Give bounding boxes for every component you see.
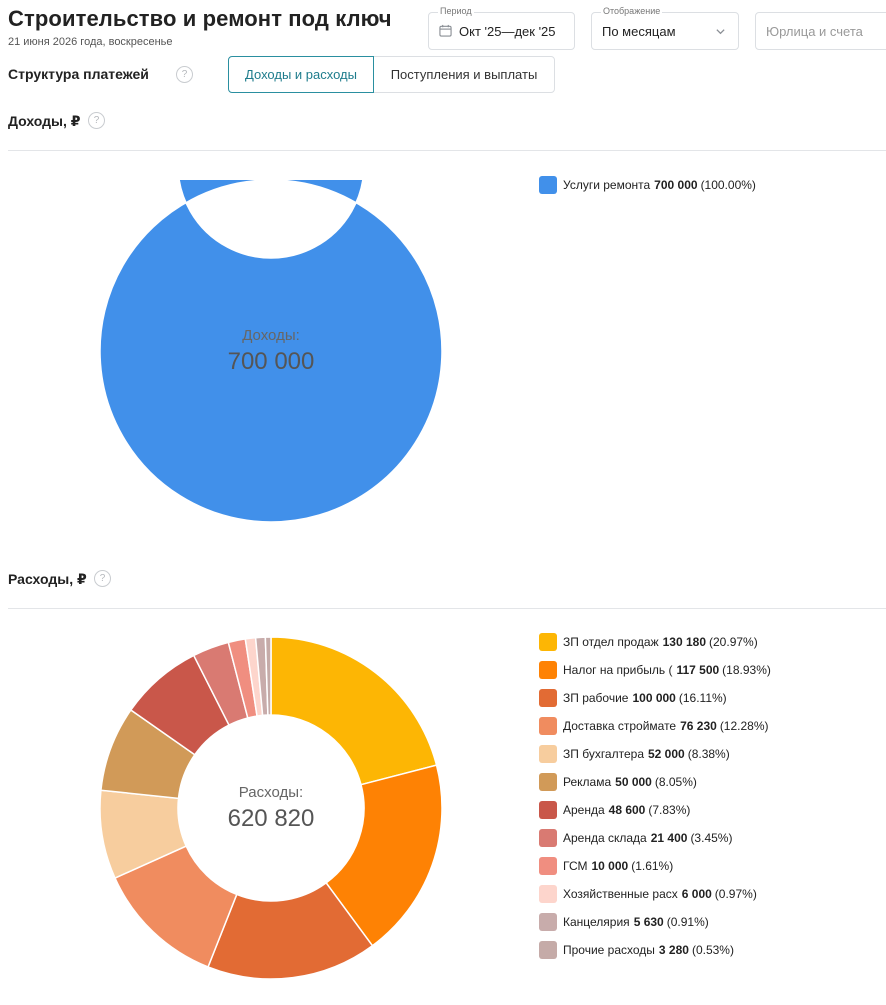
expense-legend-swatch [539,773,557,791]
income-center-value: 700 000 [227,348,315,375]
display-select[interactable]: Отображение По месяцам [591,6,739,50]
expense-legend-swatch [539,829,557,847]
expense-legend-swatch [539,633,557,651]
expense-legend-percent: (8.38%) [687,747,730,761]
expense-legend-value: 48 600 [608,803,646,817]
expense-legend-percent: (18.93%) [722,663,771,677]
expense-donut-chart [100,637,442,979]
income-center-label: Доходы: [242,327,300,344]
expense-legend-label: Налог на прибыль ( [563,663,673,677]
income-help-icon[interactable]: ? [88,112,105,129]
income-legend-value: 700 000 [654,178,698,192]
expense-legend-label: ГСМ [563,859,588,873]
expense-center-value: 620 820 [227,805,315,832]
expense-legend-value: 10 000 [591,859,629,873]
expense-legend-swatch [539,689,557,707]
expense-legend-swatch [539,801,557,819]
expense-legend-label: Канцелярия [563,915,630,929]
expense-legend-label: Аренда склада [563,831,647,845]
entity-placeholder: Юрлица и счета [766,24,863,39]
expense-legend-label: ЗП отдел продаж [563,635,659,649]
period-value: Окт '25—дек '25 [459,24,556,39]
chevron-down-icon [716,29,725,35]
expense-legend-label: Реклама [563,775,612,789]
structure-title: Структура платежей [8,66,149,82]
expense-slice-11[interactable] [264,637,272,716]
expense-legend-label: Аренда [563,803,605,817]
expense-slice-0[interactable] [270,637,438,786]
expense-legend-value: 5 630 [633,915,664,929]
income-center: Доходы: 700 000 [171,327,371,376]
expense-legend-swatch [539,941,557,959]
income-legend-swatch [539,176,557,194]
expense-legend-percent: (0.97%) [714,887,757,901]
expense-legend-label: Прочие расходы [563,943,655,957]
expenses-divider [8,608,886,609]
page-date: 21 июня 2026 года, воскресенье [8,36,173,48]
expense-legend-value: 100 000 [632,691,676,705]
income-divider [8,150,886,151]
expense-legend-label: Доставка строймате [563,719,677,733]
calendar-icon [439,24,452,37]
tab-income-expenses[interactable]: Доходы и расходы [228,56,374,93]
expense-legend-value: 50 000 [615,775,652,789]
expense-legend-percent: (0.91%) [666,915,709,929]
expense-center: Расходы: 620 820 [171,784,371,833]
expense-legend-value: 76 230 [680,719,717,733]
income-legend-percent: (100.00%) [700,178,756,192]
income-slice-0[interactable] [100,180,442,522]
expense-legend-swatch [539,717,557,735]
expense-legend-label: ЗП бухгалтера [563,747,644,761]
expense-slice-1[interactable] [325,764,442,947]
expense-legend-swatch [539,745,557,763]
period-picker[interactable]: Период Окт '25—дек '25 [428,6,575,50]
expense-legend-label: Хозяйственные расх [563,887,678,901]
expense-legend-swatch [539,661,557,679]
expense-legend-percent: (20.97%) [709,635,758,649]
expense-legend-percent: (12.28%) [719,719,769,733]
expense-legend-value: 52 000 [648,747,685,761]
expense-legend-label: ЗП рабочие [563,691,629,705]
expense-legend-swatch [539,913,557,931]
expense-legend-value: 130 180 [662,635,707,649]
page-title: Строительство и ремонт под ключ [8,6,392,31]
display-label: Отображение [601,6,663,16]
structure-help-icon[interactable]: ? [176,66,193,83]
expense-legend-percent: (0.53%) [691,943,734,957]
expense-legend-value: 3 280 [658,943,689,957]
expense-legend-value: 21 400 [650,831,688,845]
expense-legend-value: 117 500 [676,663,720,677]
display-value: По месяцам [602,24,676,39]
period-label: Период [438,6,474,16]
expense-legend-swatch [539,857,557,875]
entity-select[interactable]: Юрлица и счета [755,12,886,50]
expense-legend-percent: (8.05%) [654,775,697,789]
expense-legend-value: 6 000 [681,887,712,901]
expenses-title: Расходы, ₽ [8,571,87,587]
income-title: Доходы, ₽ [8,113,81,129]
expense-legend-percent: (7.83%) [648,803,691,817]
expense-legend-percent: (1.61%) [631,859,674,873]
expense-legend-percent: (3.45%) [690,831,733,845]
tab-receipts-payments[interactable]: Поступления и выплаты [373,56,555,93]
income-legend-label: Услуги ремонта [563,178,651,192]
expenses-help-icon[interactable]: ? [94,570,111,587]
expense-legend-percent: (16.11%) [678,691,727,705]
expense-center-label: Расходы: [238,784,304,801]
income-donut-chart [100,180,442,522]
expense-legend-swatch [539,885,557,903]
